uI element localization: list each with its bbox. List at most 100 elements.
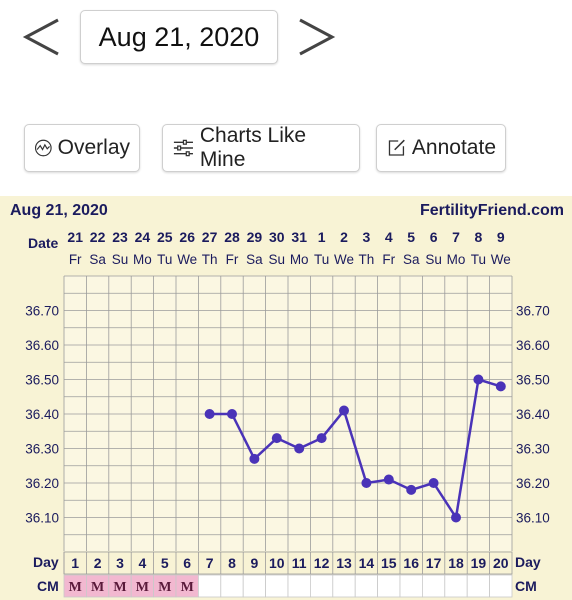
weekday-label: Su [425, 252, 442, 267]
y-tick-right: 36.10 [516, 511, 550, 526]
temperature-line-segment [253, 437, 278, 460]
temperature-point [339, 405, 349, 416]
y-tick-right: 36.50 [516, 373, 550, 388]
site-name: FertilityFriend.com [420, 202, 564, 219]
temperature-line-segment [342, 410, 368, 484]
cm-cell [309, 574, 334, 598]
current-date[interactable]: Aug 21, 2020 [80, 10, 278, 64]
cycle-day-label: 18 [448, 555, 464, 571]
cycle-day-label: 3 [116, 555, 124, 571]
cm-cell [220, 574, 244, 598]
cycle-day-label: 19 [471, 555, 487, 571]
annotate-button[interactable]: Annotate [376, 124, 506, 172]
date-label: 22 [90, 229, 106, 245]
date-label: 30 [269, 229, 285, 245]
cycle-day-label: 7 [206, 555, 214, 571]
date-label: 9 [497, 229, 505, 245]
weekday-label: Th [202, 252, 218, 267]
weekday-label: Sa [403, 252, 420, 267]
temperature-point [428, 478, 439, 488]
y-tick-right: 36.30 [516, 442, 550, 457]
chart-date-title: Aug 21, 2020 [10, 202, 108, 219]
annotate-label: Annotate [411, 136, 496, 159]
y-tick-right: 36.20 [516, 476, 550, 491]
temperature-point [249, 453, 260, 464]
weekday-label: Su [112, 252, 129, 267]
weekday-label: Sa [246, 252, 263, 267]
temperature-point [473, 374, 484, 385]
chart-canvas: Aug 21, 2020 FertilityFriend.com Date Da… [10, 202, 564, 598]
cm-value: M [91, 580, 104, 595]
weekday-label: Su [269, 252, 286, 267]
cm-value: M [69, 580, 82, 595]
cm-cell [399, 574, 423, 598]
date-label: 8 [475, 229, 483, 245]
chevron-left-icon [22, 18, 59, 56]
cm-cell [242, 574, 266, 598]
cm-cell [466, 574, 491, 598]
cm-cell [377, 574, 401, 598]
y-tick-left: 36.20 [25, 476, 59, 491]
cycle-day-label: 16 [403, 555, 419, 571]
temperature-point [406, 484, 417, 495]
previous-day-button[interactable] [18, 12, 68, 62]
cycle-day-label: 15 [381, 555, 397, 571]
cycle-day-label: 13 [336, 555, 352, 571]
y-tick-right: 36.70 [516, 304, 550, 319]
y-tick-left: 36.30 [25, 442, 59, 457]
charts-like-mine-button[interactable]: Charts Like Mine [162, 124, 360, 172]
weekday-label: Sa [89, 252, 106, 267]
y-tick-left: 36.40 [25, 407, 59, 422]
cycle-day-label: 6 [183, 555, 191, 571]
y-tick-left: 36.10 [25, 511, 59, 526]
date-label: 6 [430, 229, 438, 245]
date-label: 25 [157, 229, 173, 245]
day-row-label: Day [33, 554, 59, 570]
cm-value: M [158, 580, 171, 595]
overlay-label: Overlay [57, 136, 130, 159]
cycle-day-label: 2 [94, 555, 102, 571]
temperature-point [204, 409, 215, 419]
cm-row-label: CM [37, 578, 59, 594]
y-tick-right: 36.40 [516, 407, 550, 422]
cycle-day-label: 10 [269, 555, 285, 571]
cm-cell [265, 574, 289, 598]
date-label: 31 [291, 229, 307, 245]
weekday-label: Fr [69, 252, 82, 267]
date-label: 29 [247, 229, 263, 245]
bbt-chart: Aug 21, 2020 FertilityFriend.com Date Da… [0, 196, 572, 600]
temperature-line-segment [230, 413, 256, 460]
next-day-button[interactable] [290, 12, 340, 62]
cm-value: M [181, 580, 194, 595]
cycle-day-label: 20 [493, 555, 509, 571]
chevron-right-icon [299, 18, 336, 56]
cm-cell [354, 574, 379, 598]
weekday-label: Tu [314, 252, 329, 267]
temperature-line-segment [432, 482, 458, 519]
y-tick-left: 36.50 [25, 373, 59, 388]
cm-cell [197, 574, 222, 598]
cm-cell [287, 574, 311, 598]
weekday-label: Fr [226, 252, 239, 267]
date-label: 7 [452, 229, 460, 245]
cycle-day-label: 11 [292, 555, 307, 571]
temperature-point [294, 443, 305, 454]
temperature-point [495, 381, 506, 392]
overlay-wave-icon [34, 139, 52, 157]
y-tick-left: 36.60 [25, 338, 59, 353]
overlay-button[interactable]: Overlay [24, 124, 140, 172]
temperature-point [316, 433, 327, 444]
cm-value: M [136, 580, 149, 595]
cm-cell [489, 574, 513, 598]
sliders-icon [173, 139, 193, 157]
charts-like-mine-label: Charts Like Mine [199, 124, 307, 171]
temperature-line-segment [320, 409, 345, 439]
date-label: 24 [135, 229, 151, 245]
weekday-label: Mo [290, 252, 309, 267]
cm-cell [332, 574, 356, 598]
y-tick-right: 36.60 [516, 338, 550, 353]
date-row-label: Date [28, 235, 59, 251]
cm-row-label-right: CM [515, 578, 537, 594]
edit-note-icon [388, 139, 405, 156]
temperature-point [227, 409, 237, 419]
